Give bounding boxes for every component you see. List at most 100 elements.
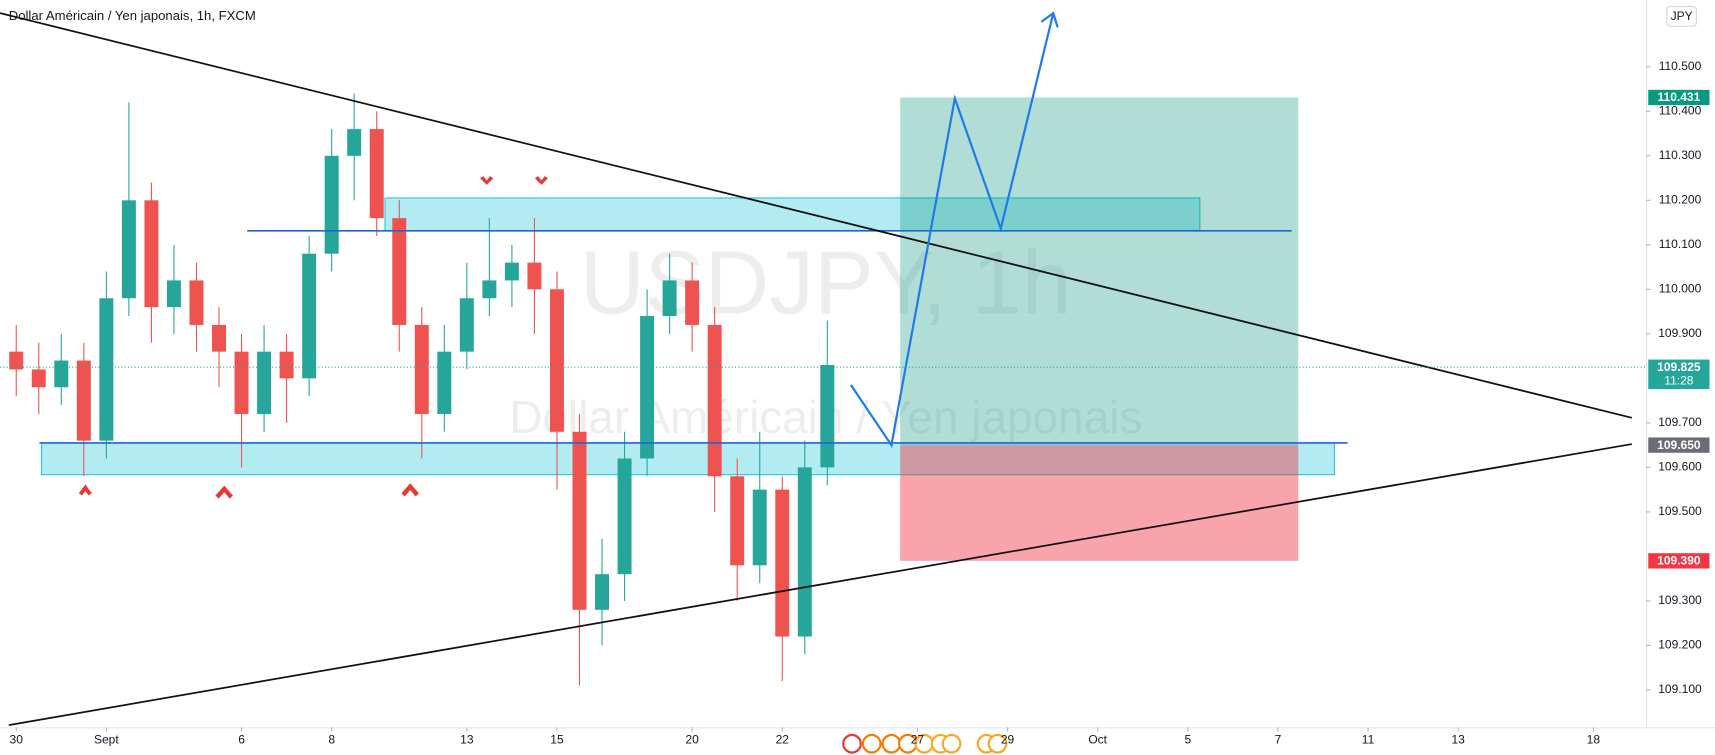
candle-body bbox=[302, 253, 317, 379]
x-tick-label: Sept bbox=[94, 733, 119, 747]
candle-body bbox=[820, 364, 835, 468]
x-tick-label: 6 bbox=[238, 733, 245, 747]
candle-body bbox=[392, 218, 407, 325]
candle-body bbox=[234, 351, 249, 414]
chart-title: Dollar Américain / Yen japonais, 1h, FXC… bbox=[9, 8, 256, 23]
event-icon bbox=[881, 733, 902, 754]
watermark-symbol: USDJPY, 1h bbox=[580, 234, 1072, 334]
price-label: 109.650 bbox=[1657, 438, 1701, 452]
loss-zone bbox=[900, 445, 1299, 561]
candle-body bbox=[752, 489, 767, 566]
x-tick-label: 27 bbox=[911, 733, 925, 747]
candle-body bbox=[685, 280, 700, 325]
up-arrow bbox=[78, 484, 92, 496]
profit-zone bbox=[900, 97, 1299, 446]
x-tick-label: 11 bbox=[1362, 733, 1375, 747]
candle-body bbox=[640, 316, 655, 459]
x-tick-label: Oct bbox=[1088, 733, 1107, 747]
drawings-back bbox=[41, 97, 1335, 561]
candle-body bbox=[9, 351, 24, 370]
candle-body bbox=[414, 324, 429, 414]
y-tick-label: 109.100 bbox=[1658, 682, 1702, 696]
candle-body bbox=[257, 351, 272, 414]
x-tick-label: 15 bbox=[550, 733, 564, 747]
candle-body bbox=[347, 129, 362, 156]
candle-body bbox=[504, 262, 519, 281]
projection-arrowhead bbox=[1040, 11, 1059, 28]
drawings-front bbox=[0, 11, 1633, 754]
y-tick-label: 109.300 bbox=[1658, 593, 1702, 607]
x-tick-label: 18 bbox=[1587, 733, 1601, 747]
x-tick-label: 29 bbox=[1001, 733, 1015, 747]
event-icon bbox=[987, 733, 1008, 754]
price-label: 109.825 bbox=[1657, 360, 1701, 374]
price-label: 110.431 bbox=[1657, 90, 1700, 104]
price-label-box bbox=[1648, 89, 1710, 106]
y-tick-label: 110.100 bbox=[1659, 237, 1702, 251]
candles bbox=[9, 93, 835, 686]
candle-body bbox=[54, 360, 69, 388]
price-label-box bbox=[1648, 553, 1710, 569]
candle-body bbox=[121, 200, 136, 299]
candle-body bbox=[369, 129, 384, 219]
axes: 109.100 109.200 109.300 109.500 109.600 109.7… bbox=[0, 59, 1710, 747]
support-zone bbox=[41, 442, 1335, 476]
x-tick-label: 30 bbox=[10, 733, 24, 747]
down-arrow bbox=[480, 176, 494, 185]
candle-body bbox=[31, 369, 46, 388]
event-icon bbox=[842, 733, 862, 754]
countdown-label: 11:28 bbox=[1664, 374, 1693, 388]
candle-body bbox=[279, 351, 294, 379]
event-icon bbox=[861, 733, 882, 754]
candle-body bbox=[166, 280, 181, 308]
candle-body bbox=[617, 458, 632, 575]
marker-arrows bbox=[78, 176, 548, 499]
x-tick-label: 22 bbox=[776, 733, 790, 747]
candle-body bbox=[459, 298, 474, 352]
candle-body bbox=[527, 262, 542, 290]
y-tick-label: 110.200 bbox=[1659, 192, 1702, 206]
x-tick-label: 13 bbox=[460, 733, 474, 747]
x-tick-label: 13 bbox=[1451, 733, 1465, 747]
y-tick-label: 110.500 bbox=[1659, 59, 1702, 73]
y-tick-label: 109.700 bbox=[1658, 415, 1702, 429]
candle-body bbox=[482, 280, 497, 299]
y-tick-label: 110.300 bbox=[1659, 148, 1702, 162]
trend-line-upper bbox=[0, 12, 1633, 419]
candle-body bbox=[549, 289, 564, 432]
up-arrow bbox=[215, 485, 233, 499]
candle-body bbox=[99, 298, 114, 441]
resistance-zone bbox=[384, 197, 1201, 232]
y-tick-label: 109.500 bbox=[1658, 504, 1702, 518]
event-icon bbox=[941, 733, 962, 754]
candle-body bbox=[189, 280, 204, 325]
candle-body bbox=[144, 200, 159, 308]
candle-body bbox=[797, 467, 812, 637]
up-arrow bbox=[401, 483, 419, 497]
x-tick-label: 8 bbox=[328, 733, 335, 747]
event-icons bbox=[842, 733, 1008, 754]
trend-line-lower bbox=[8, 443, 1633, 727]
candle-body bbox=[324, 155, 339, 254]
price-label-box bbox=[1648, 437, 1710, 453]
currency-box[interactable] bbox=[1666, 6, 1697, 27]
projection-path bbox=[850, 12, 1055, 448]
candle-body bbox=[572, 431, 587, 610]
candle-body bbox=[595, 574, 610, 610]
x-tick-label: 20 bbox=[685, 733, 699, 747]
x-tick-label: 5 bbox=[1184, 733, 1191, 747]
y-tick-label: 110.000 bbox=[1659, 282, 1702, 296]
candle-body bbox=[775, 489, 790, 637]
candle-body bbox=[212, 324, 226, 352]
currency-label[interactable]: JPY bbox=[1671, 9, 1693, 23]
candle-body bbox=[730, 476, 745, 566]
y-tick-label: 109.600 bbox=[1658, 460, 1702, 474]
candle-body bbox=[707, 324, 722, 477]
y-tick-label: 109.200 bbox=[1658, 638, 1702, 652]
candle-body bbox=[76, 360, 91, 441]
y-tick-label: 109.900 bbox=[1658, 326, 1702, 340]
candle-body bbox=[662, 280, 677, 317]
x-tick-label: 7 bbox=[1275, 733, 1282, 747]
